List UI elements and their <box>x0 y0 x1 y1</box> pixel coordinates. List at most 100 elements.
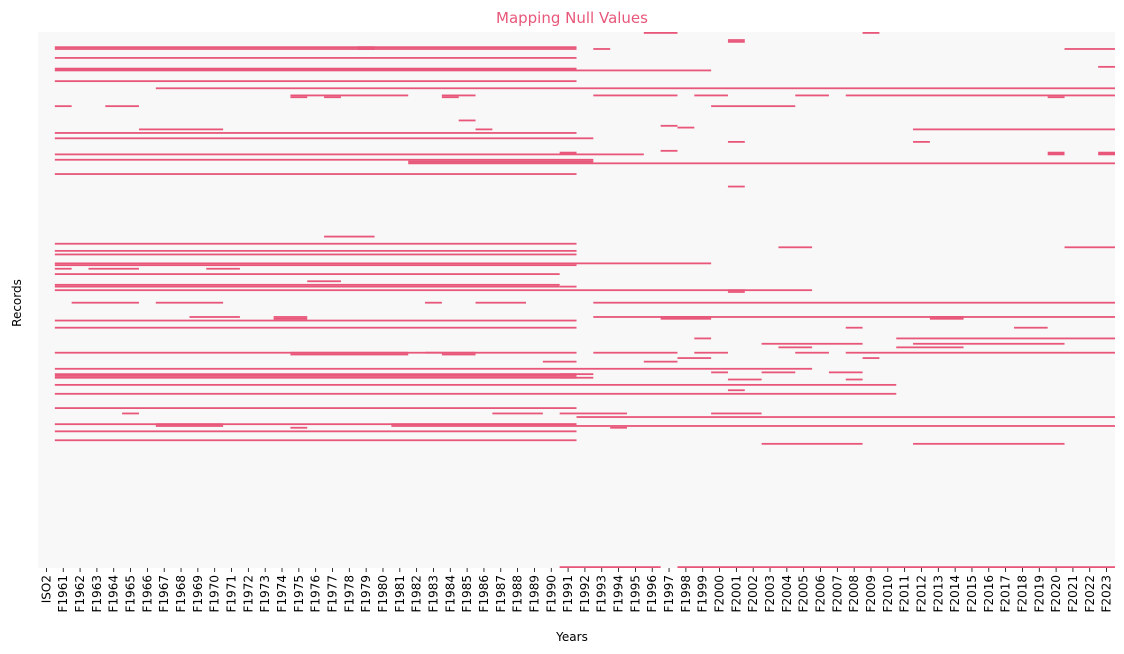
x-tick-label: F1998 <box>679 575 693 612</box>
null-cell <box>559 376 594 379</box>
null-cell <box>559 285 577 288</box>
null-cell <box>727 389 745 392</box>
x-tick-label: F1961 <box>56 575 70 612</box>
null-cell <box>273 316 308 318</box>
x-tick-label: F2000 <box>713 575 727 612</box>
null-cell <box>54 262 577 265</box>
x-tick-label: F2017 <box>999 575 1013 612</box>
null-cell <box>54 375 577 377</box>
null-cell <box>862 357 880 359</box>
x-tick-label: F1977 <box>325 575 339 612</box>
null-cell <box>929 317 964 320</box>
null-cell <box>155 87 1116 90</box>
null-cell <box>576 69 712 72</box>
null-cell <box>290 351 409 354</box>
null-cell <box>441 96 459 99</box>
null-cell <box>1047 153 1065 156</box>
null-cell <box>441 94 476 97</box>
null-cell <box>54 383 897 386</box>
x-tick-label: F1994 <box>612 575 626 612</box>
null-cell <box>54 289 813 292</box>
x-tick-label: F1968 <box>174 575 188 612</box>
null-cell <box>761 342 863 345</box>
x-tick-label: F1985 <box>460 575 474 612</box>
null-cell <box>643 360 678 363</box>
null-cell <box>929 316 964 318</box>
x-tick-label: F1992 <box>578 575 592 612</box>
x-tick-label: F2023 <box>1100 575 1114 612</box>
null-cell <box>727 39 745 41</box>
heatmap-background <box>38 32 1115 568</box>
x-tick-label: F1978 <box>342 575 356 612</box>
null-cell <box>559 151 577 154</box>
null-cell <box>408 162 1116 165</box>
null-cell <box>273 317 308 320</box>
null-cell <box>88 267 139 270</box>
x-tick-label: F1980 <box>376 575 390 612</box>
null-cell <box>54 267 72 270</box>
null-cell <box>660 149 678 152</box>
x-tick-label: F2007 <box>830 575 844 612</box>
null-cell <box>54 69 577 72</box>
null-cell <box>711 371 728 374</box>
null-cell <box>727 378 762 381</box>
null-cell <box>290 96 308 99</box>
null-cell <box>54 173 577 175</box>
null-cell <box>492 412 543 415</box>
null-cell <box>694 337 712 340</box>
x-tick-label: F2009 <box>864 575 878 612</box>
null-cell <box>795 351 829 354</box>
null-cell <box>155 423 224 426</box>
null-cell <box>357 48 375 50</box>
x-tick-label: F1971 <box>225 575 239 612</box>
null-cell <box>54 242 577 245</box>
x-tick-label: F1999 <box>696 575 710 612</box>
x-tick-label: F1979 <box>359 575 373 612</box>
x-tick-label: F1993 <box>595 575 609 612</box>
null-cell <box>576 416 1115 418</box>
x-tick-label: F1991 <box>561 575 575 612</box>
null-cell <box>845 351 1115 354</box>
null-cell <box>54 253 577 256</box>
x-tick-label: F2006 <box>814 575 828 612</box>
null-cell <box>155 301 224 304</box>
x-tick-label: F2021 <box>1066 575 1080 612</box>
x-tick-label: F2012 <box>914 575 928 612</box>
x-tick-label: F1970 <box>208 575 222 612</box>
y-axis-label: Records <box>10 279 24 327</box>
null-cell <box>54 373 577 376</box>
x-tick-label: F1990 <box>544 575 558 612</box>
null-cell <box>54 46 577 49</box>
null-cell <box>1064 246 1115 249</box>
x-tick-label: F2005 <box>797 575 811 612</box>
null-cell <box>862 32 880 34</box>
x-tick-label: F1983 <box>426 575 440 612</box>
null-cell <box>408 160 594 163</box>
null-cell <box>290 353 409 356</box>
x-tick-label: F2022 <box>1083 575 1097 612</box>
null-cell <box>761 442 863 445</box>
x-tick-label: F2013 <box>931 575 945 612</box>
x-tick-label: F1995 <box>628 575 642 612</box>
x-tick-label: F1996 <box>645 575 659 612</box>
null-cell <box>845 94 1115 97</box>
null-cell <box>122 412 139 415</box>
x-tick-label: F1997 <box>662 575 676 612</box>
null-cell <box>593 48 611 50</box>
null-cell <box>189 316 240 318</box>
x-tick-label: F1982 <box>410 575 424 612</box>
null-cell <box>54 153 644 156</box>
null-cell <box>913 140 930 143</box>
null-cell <box>307 280 341 283</box>
null-cell <box>54 285 560 288</box>
null-cell <box>1098 153 1115 156</box>
null-cell <box>1014 326 1048 329</box>
null-cell <box>458 119 476 122</box>
null-cell <box>913 442 1065 445</box>
null-cell <box>593 316 1115 318</box>
null-cell <box>155 425 224 427</box>
null-cell <box>660 317 712 320</box>
null-cell <box>1064 48 1115 50</box>
x-tick-label: ISO2 <box>39 575 53 603</box>
null-cell <box>71 301 139 304</box>
